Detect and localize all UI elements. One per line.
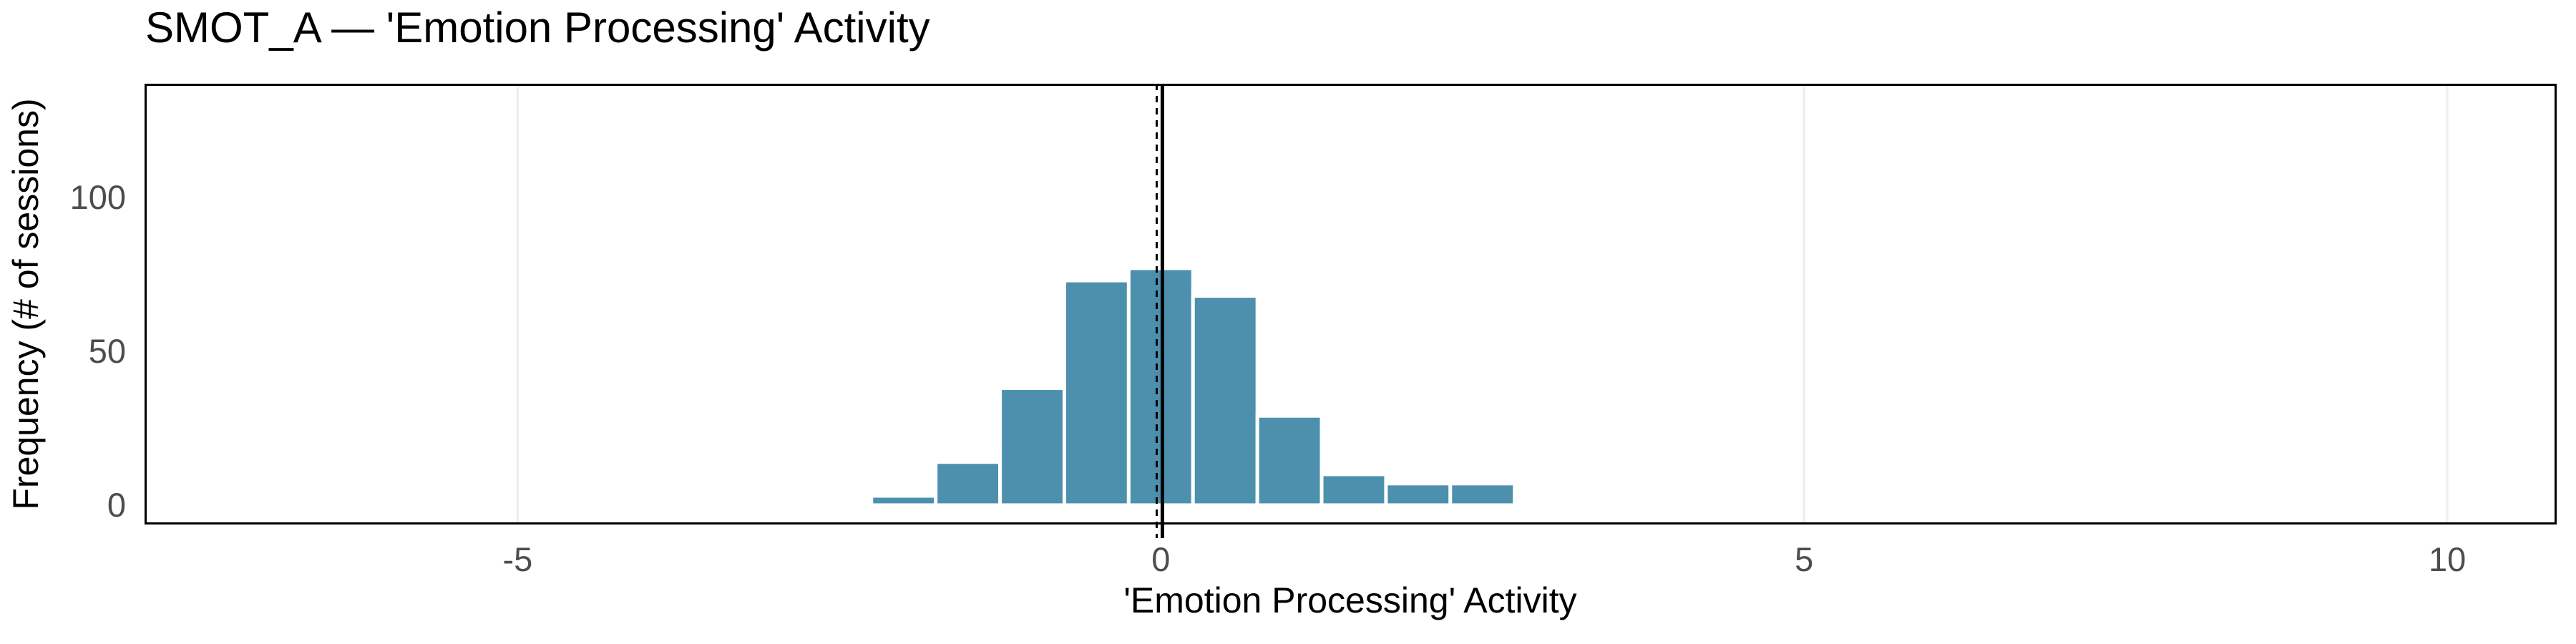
y-tick-label-0: 0 — [107, 485, 126, 524]
x-axis-title: 'Emotion Processing' Activity — [1123, 580, 1577, 620]
histogram-bar — [934, 460, 1002, 507]
y-tick-label-100: 100 — [69, 178, 126, 217]
plot-title: SMOT_A — 'Emotion Processing' Activity — [145, 4, 930, 52]
x-tick-label-5: 5 — [1795, 540, 1814, 578]
x-tick-label-10: 10 — [2429, 540, 2467, 578]
histogram-bar — [1448, 482, 1517, 507]
x-tick-label--5: -5 — [502, 540, 533, 578]
mean-reference-line-solid — [1160, 84, 1164, 538]
histogram-bar — [1062, 278, 1131, 507]
histogram-bar — [1255, 414, 1324, 507]
histogram-bar — [869, 494, 938, 507]
x-tick-label-0: 0 — [1151, 540, 1171, 578]
zero-reference-line-dashed — [1156, 84, 1158, 538]
histogram-bar — [1384, 482, 1453, 507]
histogram-bar — [998, 386, 1066, 507]
y-tick-label-50: 50 — [88, 331, 126, 370]
histogram-bar — [1191, 294, 1259, 507]
histogram-bar — [1319, 472, 1388, 507]
